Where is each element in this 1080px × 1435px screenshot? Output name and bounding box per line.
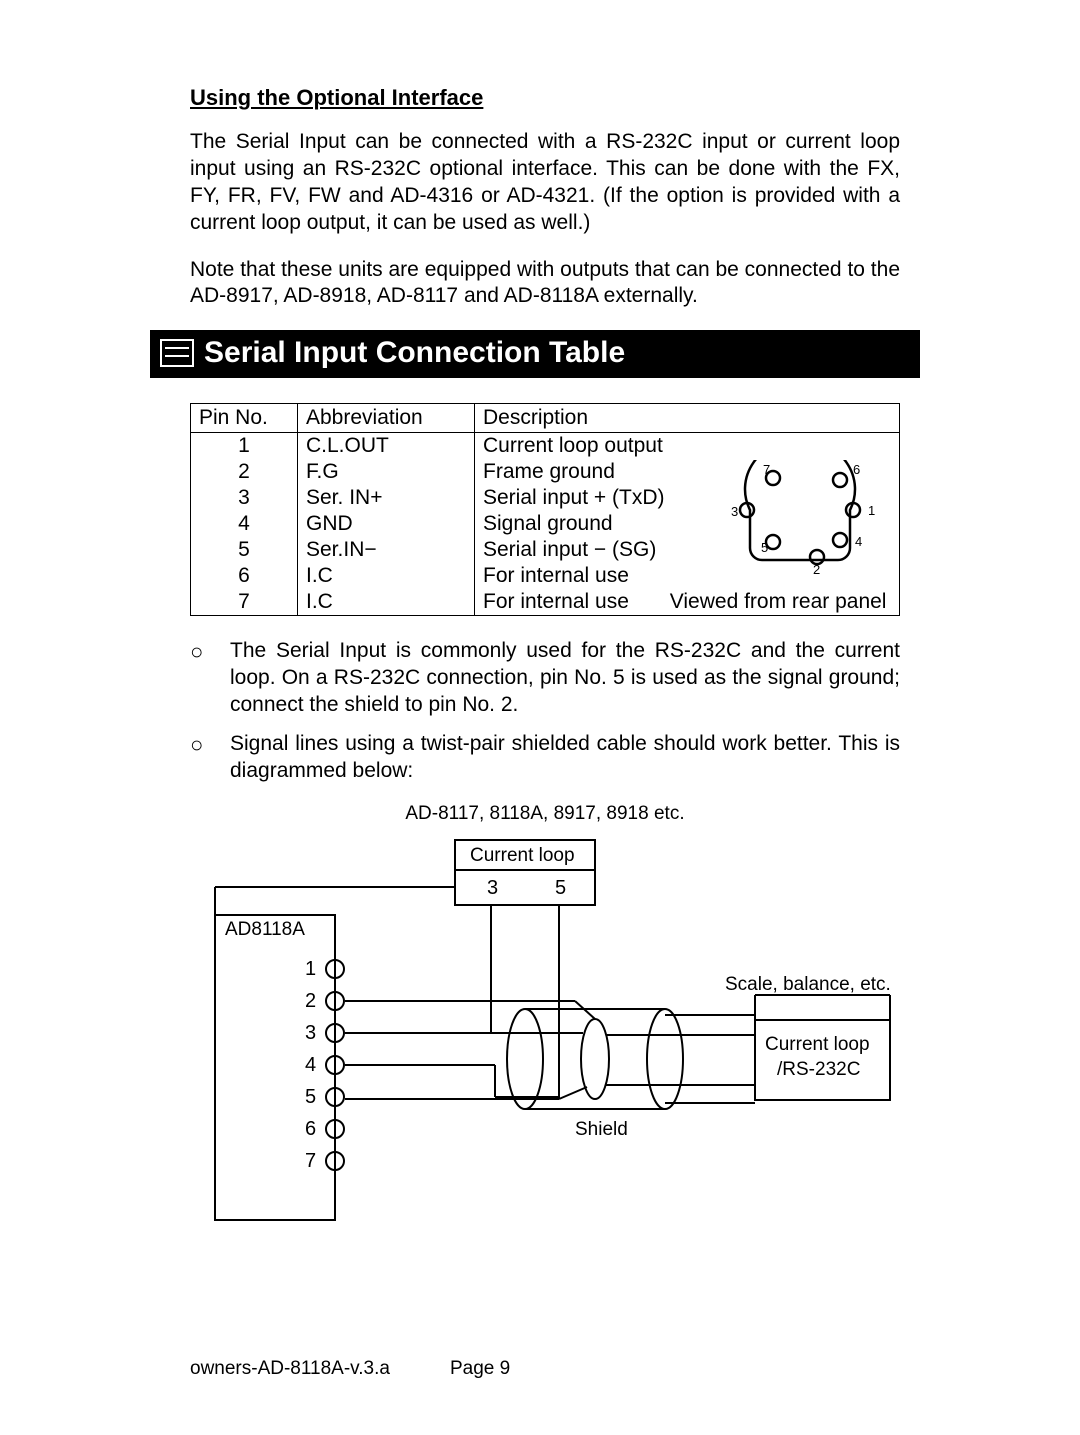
svg-text:5: 5 [305, 1086, 316, 1108]
bullet-marker: ○ [190, 638, 230, 719]
th-abbr: Abbreviation [298, 404, 475, 433]
svg-text:3: 3 [305, 1022, 316, 1044]
th-pin: Pin No. [191, 404, 298, 433]
svg-text:6: 6 [305, 1118, 316, 1140]
bullet-item: ○ The Serial Input is commonly used for … [190, 638, 900, 719]
bullet-list: ○ The Serial Input is commonly used for … [190, 638, 900, 784]
cell-abbr: F.G [298, 459, 475, 485]
svg-text:2: 2 [813, 562, 820, 577]
paragraph-2: Note that these units are equipped with … [190, 257, 900, 311]
topbox-label: Current loop [470, 845, 575, 866]
svg-text:6: 6 [853, 462, 860, 477]
topbox-pin-left: 3 [487, 877, 498, 899]
page-footer: owners-AD-8118A-v.3.a Page 9 [190, 1358, 900, 1380]
left-block-label: AD8118A [225, 919, 305, 940]
cell-abbr: GND [298, 511, 475, 537]
table-header-row: Pin No. Abbreviation Description [191, 404, 900, 433]
right-top-label: Scale, balance, etc. [725, 974, 891, 995]
cell-pin: 5 [191, 537, 298, 563]
svg-text:5: 5 [761, 540, 768, 555]
cell-abbr: I.C [298, 563, 475, 589]
page: Using the Optional Interface The Serial … [0, 0, 1080, 1435]
bullet-marker: ○ [190, 731, 230, 785]
cell-pin: 6 [191, 563, 298, 589]
right-box-line1: Current loop [765, 1034, 870, 1055]
cell-desc-text: For internal use [483, 590, 629, 613]
cell-desc: For internal use Viewed from rear panel [475, 589, 900, 616]
svg-text:4: 4 [305, 1054, 316, 1076]
cell-pin: 7 [191, 589, 298, 616]
cell-pin: 3 [191, 485, 298, 511]
svg-text:4: 4 [855, 534, 862, 549]
th-desc: Description [475, 404, 900, 433]
paragraph-1: The Serial Input can be connected with a… [190, 129, 900, 237]
svg-text:1: 1 [305, 958, 316, 980]
cell-abbr: C.L.OUT [298, 433, 475, 460]
cell-abbr: Ser.IN− [298, 537, 475, 563]
svg-text:7: 7 [763, 462, 770, 477]
banner-icon [160, 339, 194, 367]
svg-text:3: 3 [731, 504, 738, 519]
svg-text:2: 2 [305, 990, 316, 1012]
cell-pin: 1 [191, 433, 298, 460]
table-row: 1 C.L.OUT Current loop output [191, 433, 900, 460]
cell-pin: 4 [191, 511, 298, 537]
diagram-title: AD-8117, 8118A, 8917, 8918 etc. [190, 803, 900, 825]
connector-diagram: 1 2 3 4 5 6 7 [725, 460, 885, 580]
bullet-text: The Serial Input is commonly used for th… [230, 638, 900, 719]
cell-abbr: I.C [298, 589, 475, 616]
rear-panel-label: Viewed from rear panel [670, 590, 887, 613]
cell-pin: 2 [191, 459, 298, 485]
shield-label: Shield [575, 1119, 628, 1140]
banner-title: Serial Input Connection Table [204, 336, 625, 370]
footer-filename: owners-AD-8118A-v.3.a [190, 1358, 450, 1380]
cell-abbr: Ser. IN+ [298, 485, 475, 511]
table-row: 7 I.C For internal use Viewed from rear … [191, 589, 900, 616]
section-heading: Using the Optional Interface [190, 85, 900, 111]
footer-page: Page 9 [450, 1358, 510, 1380]
right-box-line2: /RS-232C [777, 1059, 860, 1080]
bullet-text: Signal lines using a twist-pair shielded… [230, 731, 900, 785]
wiring-diagram: AD8118A 1 2 3 4 5 6 7 Current loop 3 5 [195, 835, 895, 1235]
cell-desc: Current loop output [475, 433, 900, 460]
section-banner: Serial Input Connection Table [150, 330, 920, 378]
svg-text:1: 1 [868, 503, 875, 518]
topbox-pin-right: 5 [555, 877, 566, 899]
svg-text:7: 7 [305, 1150, 316, 1172]
bullet-item: ○ Signal lines using a twist-pair shield… [190, 731, 900, 785]
